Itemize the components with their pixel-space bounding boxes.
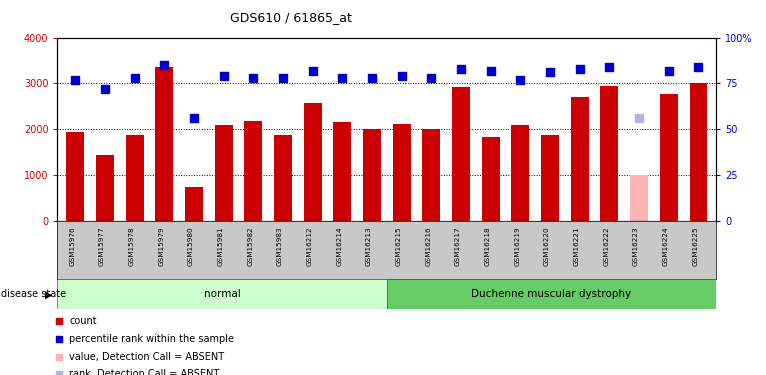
Text: disease state: disease state bbox=[1, 290, 66, 299]
Text: GSM15981: GSM15981 bbox=[218, 226, 224, 266]
Point bbox=[188, 116, 200, 122]
Point bbox=[544, 69, 556, 75]
Point bbox=[336, 75, 349, 81]
Bar bbox=[363, 129, 381, 221]
Bar bbox=[333, 123, 352, 221]
Bar bbox=[304, 103, 322, 221]
Text: GSM16216: GSM16216 bbox=[425, 226, 431, 266]
Point bbox=[54, 318, 66, 324]
Text: GSM16212: GSM16212 bbox=[306, 226, 313, 266]
Text: GSM16224: GSM16224 bbox=[663, 226, 669, 266]
Text: percentile rank within the sample: percentile rank within the sample bbox=[69, 334, 234, 344]
Point bbox=[514, 77, 526, 83]
Point bbox=[69, 77, 81, 83]
Text: GSM15982: GSM15982 bbox=[247, 226, 254, 266]
Bar bbox=[274, 135, 292, 221]
Text: normal: normal bbox=[204, 290, 241, 299]
Point bbox=[395, 73, 408, 79]
Bar bbox=[482, 137, 499, 221]
Text: rank, Detection Call = ABSENT: rank, Detection Call = ABSENT bbox=[69, 369, 220, 375]
Point bbox=[54, 370, 66, 375]
Text: GSM16214: GSM16214 bbox=[336, 226, 342, 266]
Text: GSM16219: GSM16219 bbox=[514, 226, 520, 266]
Bar bbox=[689, 83, 707, 221]
Point bbox=[158, 62, 170, 68]
Text: GSM16220: GSM16220 bbox=[544, 226, 550, 266]
Point bbox=[218, 73, 230, 79]
Point bbox=[485, 68, 497, 74]
Text: GSM16213: GSM16213 bbox=[366, 226, 372, 266]
Text: GSM15979: GSM15979 bbox=[159, 226, 164, 266]
Text: GSM16225: GSM16225 bbox=[692, 226, 699, 266]
Point bbox=[277, 75, 289, 81]
Text: GSM15980: GSM15980 bbox=[188, 226, 194, 266]
Bar bbox=[571, 97, 588, 221]
Text: Duchenne muscular dystrophy: Duchenne muscular dystrophy bbox=[471, 290, 632, 299]
Point bbox=[633, 116, 645, 122]
Point bbox=[306, 68, 319, 74]
Text: value, Detection Call = ABSENT: value, Detection Call = ABSENT bbox=[69, 352, 224, 362]
Point bbox=[604, 64, 616, 70]
Bar bbox=[155, 68, 173, 221]
Bar bbox=[96, 154, 114, 221]
Bar bbox=[660, 93, 678, 221]
Point bbox=[99, 86, 111, 92]
Point bbox=[455, 66, 467, 72]
Text: GSM16223: GSM16223 bbox=[633, 226, 639, 266]
Point bbox=[54, 336, 66, 342]
Text: GSM16221: GSM16221 bbox=[574, 226, 580, 266]
Text: GSM15978: GSM15978 bbox=[129, 226, 135, 266]
Text: GSM16217: GSM16217 bbox=[455, 226, 461, 266]
Text: GDS610 / 61865_at: GDS610 / 61865_at bbox=[230, 11, 352, 24]
Bar bbox=[422, 129, 440, 221]
Bar bbox=[630, 176, 648, 221]
Text: count: count bbox=[69, 316, 97, 326]
Bar bbox=[387, 279, 716, 309]
Bar bbox=[452, 87, 470, 221]
Bar bbox=[601, 86, 618, 221]
Point bbox=[574, 66, 586, 72]
Bar bbox=[541, 135, 559, 221]
Bar bbox=[185, 187, 203, 221]
Bar bbox=[214, 125, 233, 221]
Bar bbox=[393, 124, 411, 221]
Text: GSM16215: GSM16215 bbox=[396, 226, 401, 266]
Text: GSM16218: GSM16218 bbox=[485, 226, 491, 266]
Text: ▶: ▶ bbox=[44, 290, 52, 299]
Point bbox=[366, 75, 378, 81]
Point bbox=[54, 354, 66, 360]
Point bbox=[425, 75, 437, 81]
Point bbox=[663, 68, 675, 74]
Text: GSM15976: GSM15976 bbox=[69, 226, 75, 266]
Text: GSM15977: GSM15977 bbox=[99, 226, 105, 266]
Text: GSM15983: GSM15983 bbox=[277, 226, 283, 266]
Point bbox=[247, 75, 260, 81]
Point bbox=[129, 75, 141, 81]
Bar bbox=[126, 135, 143, 221]
Bar bbox=[57, 279, 387, 309]
Bar bbox=[67, 132, 84, 221]
Point bbox=[692, 64, 705, 70]
Bar bbox=[244, 121, 262, 221]
Text: GSM16222: GSM16222 bbox=[604, 226, 610, 266]
Bar bbox=[512, 125, 529, 221]
